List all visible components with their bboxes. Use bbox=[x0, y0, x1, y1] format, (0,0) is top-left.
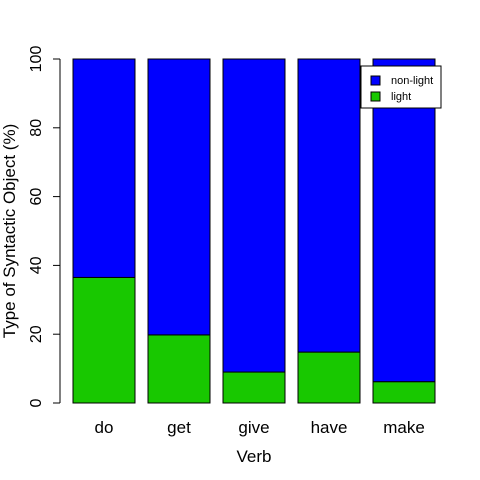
y-tick-label: 100 bbox=[28, 46, 45, 73]
x-category-label: have bbox=[311, 418, 348, 437]
x-axis-title: Verb bbox=[237, 447, 272, 466]
legend-label: light bbox=[391, 91, 411, 103]
bar-have-light bbox=[297, 351, 361, 404]
legend: non-light light bbox=[360, 65, 442, 109]
x-category-label: do bbox=[95, 418, 114, 437]
bar-get-non-light bbox=[147, 58, 211, 336]
legend-swatch bbox=[370, 75, 381, 86]
y-axis: 0 20 40 60 80 100 bbox=[28, 46, 61, 407]
y-tick-label: 80 bbox=[28, 119, 45, 137]
bar-have-non-light bbox=[297, 58, 361, 353]
y-axis-title: Type of Syntactic Object (%) bbox=[0, 124, 19, 338]
y-tick-label: 60 bbox=[28, 188, 45, 206]
legend-swatch bbox=[370, 91, 381, 102]
y-tick-label: 40 bbox=[28, 256, 45, 274]
bar-make-light bbox=[372, 381, 436, 404]
bars-group bbox=[72, 58, 436, 404]
y-tick-label: 0 bbox=[28, 398, 45, 407]
x-category-label: make bbox=[383, 418, 425, 437]
legend-label: non-light bbox=[391, 75, 433, 87]
bar-give-light bbox=[222, 371, 286, 404]
x-axis-labels: do get give have make bbox=[95, 418, 425, 437]
bar-give-non-light bbox=[222, 58, 286, 373]
x-category-label: give bbox=[238, 418, 269, 437]
bar-make-non-light bbox=[372, 58, 436, 383]
x-category-label: get bbox=[167, 418, 191, 437]
bar-do-light bbox=[72, 276, 136, 404]
y-tick-label: 20 bbox=[28, 325, 45, 343]
bar-do-non-light bbox=[72, 58, 136, 278]
bar-get-light bbox=[147, 334, 211, 404]
